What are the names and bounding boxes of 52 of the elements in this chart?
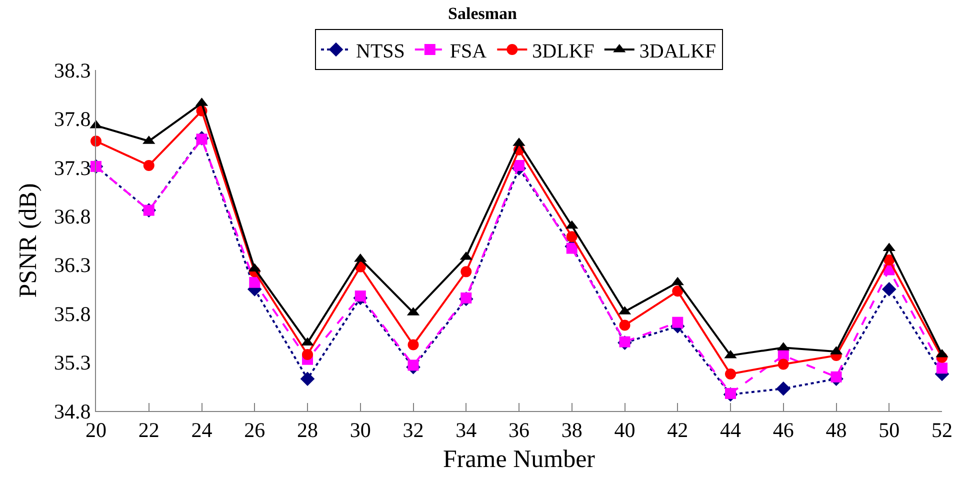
point <box>460 266 472 278</box>
x-tick-label: 48 <box>826 418 847 442</box>
x-tick-label: 34 <box>456 418 478 442</box>
point <box>776 381 791 396</box>
legend-label: 3DALKF <box>639 40 716 62</box>
point <box>300 372 315 386</box>
x-tick-label: 38 <box>561 418 582 442</box>
x-axis-title: Frame Number <box>442 446 596 474</box>
point <box>514 160 524 171</box>
legend-label: FSA <box>450 40 488 62</box>
x-tick-label: 52 <box>932 418 952 442</box>
x-tick-label: 44 <box>720 418 742 442</box>
point <box>196 134 208 145</box>
x-tick-label: 24 <box>191 418 213 442</box>
point <box>936 362 948 374</box>
y-tick-label: 36.8 <box>54 204 91 228</box>
x-tick-label: 32 <box>402 418 424 442</box>
point <box>566 242 578 254</box>
point <box>408 339 419 350</box>
point <box>778 358 789 370</box>
point <box>619 336 630 348</box>
y-tick-label: 38.3 <box>54 58 91 82</box>
x-tick-label: 40 <box>614 418 636 442</box>
x-tick-label: 42 <box>667 418 688 442</box>
y-axis-title: PSNR (dB) <box>14 183 42 298</box>
x-tick-label: 26 <box>244 418 266 442</box>
y-tick-label: 36.3 <box>54 253 91 278</box>
point <box>672 316 684 328</box>
legend-label: NTSS <box>356 40 405 62</box>
point <box>830 371 842 382</box>
x-tick-label: 30 <box>350 418 371 442</box>
y-tick-label: 35.3 <box>54 350 91 375</box>
x-tick-label: 36 <box>508 418 530 442</box>
x-tick-label: 46 <box>772 418 794 442</box>
point <box>408 360 419 371</box>
y-tick-label: 37.8 <box>54 107 91 132</box>
point <box>619 320 630 331</box>
point <box>725 368 736 380</box>
x-tick-label: 22 <box>138 418 160 442</box>
point <box>882 282 896 296</box>
point <box>354 290 366 302</box>
y-tick-label: 35.8 <box>54 302 91 326</box>
point <box>672 286 684 297</box>
point <box>302 348 313 360</box>
point <box>143 160 154 171</box>
y-tick-label: 37.3 <box>54 156 91 180</box>
point <box>566 231 578 242</box>
x-tick-label: 28 <box>297 418 318 442</box>
legend-label: 3DLKF <box>532 40 594 62</box>
chart-title: Salesman <box>448 4 518 24</box>
x-tick-label: 50 <box>878 418 900 442</box>
point <box>249 276 260 288</box>
